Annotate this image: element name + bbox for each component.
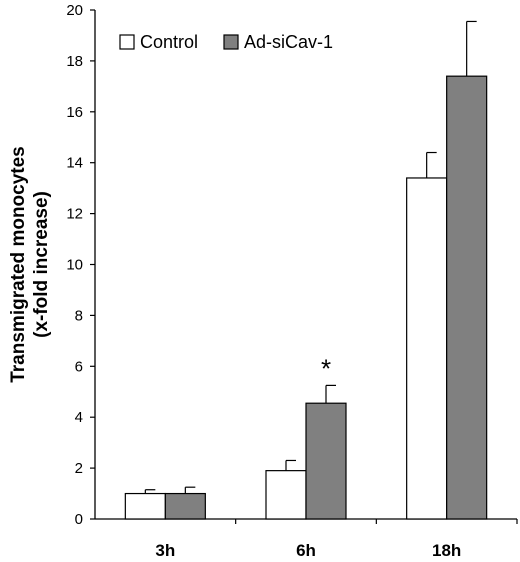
bar-ad-sicav-1-18h [446,75,488,520]
bar-control-18h [406,177,448,520]
bar-ad-sicav-1-3h [164,492,206,520]
legend-label: Ad-siCav-1 [244,32,333,52]
axes: 0 2 4 6 8 10 12 14 16 18 20 3h 6h 18h [66,2,518,560]
x-tick-label: 6h [296,541,316,560]
y-tick-label: 10 [66,257,83,274]
bars [124,75,488,520]
legend: Control Ad-siCav-1 [119,32,333,52]
y-tick-label: 8 [75,307,83,324]
y-tick-label: 6 [75,358,83,375]
error-bars: * [144,20,477,494]
y-tick-label: 2 [75,460,83,477]
y-tick-label: 14 [66,155,83,172]
y-tick-label: 4 [75,409,83,426]
y-axis-subtitle: (x-fold increase) [31,191,52,338]
y-tick-label: 18 [66,53,83,70]
bar-ad-sicav-1-6h [305,402,347,520]
legend-label: Control [140,32,198,52]
legend-swatch [119,34,135,50]
y-tick-label: 16 [66,104,83,121]
bar-control-6h [265,470,307,520]
x-tick-label: 3h [155,541,175,560]
legend-swatch [223,34,239,50]
significance-asterisk: * [321,353,331,383]
y-tick-label: 20 [66,2,83,19]
x-tick-label: 18h [432,541,461,560]
y-tick-label: 12 [66,206,83,223]
y-axis-title: Transmigrated monocytes [8,146,29,383]
bar-control-3h [124,492,166,520]
y-tick-label: 0 [75,511,83,528]
